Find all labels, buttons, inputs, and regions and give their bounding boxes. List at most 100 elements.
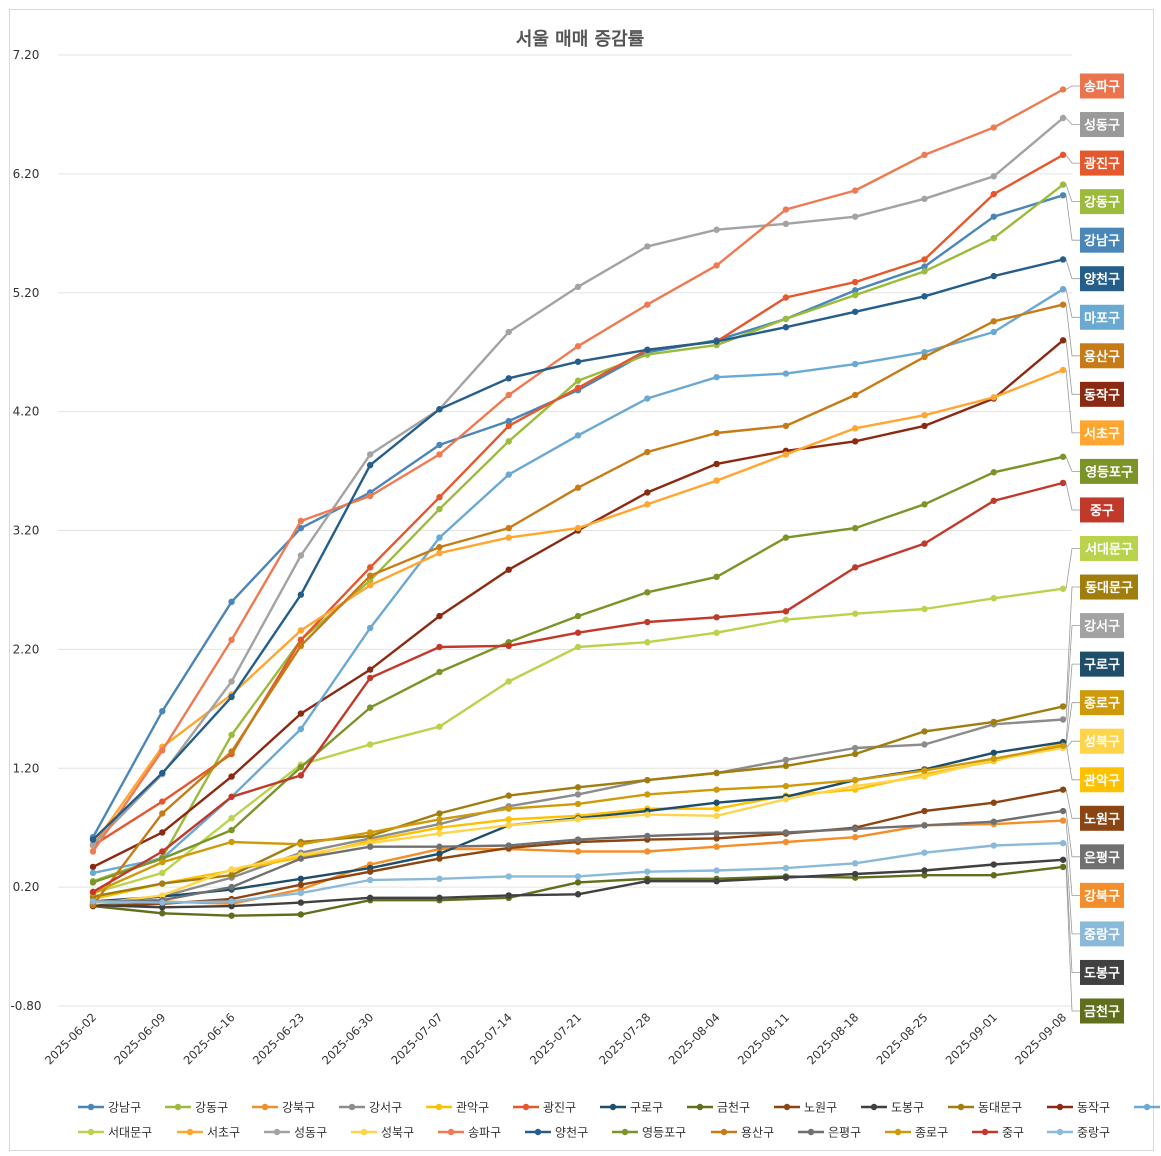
end-label-box xyxy=(1080,536,1138,561)
data-point xyxy=(228,731,235,739)
data-point xyxy=(990,318,997,325)
legend-item-노원구[interactable]: 노원구 xyxy=(774,1101,837,1115)
data-point xyxy=(921,849,928,856)
data-point xyxy=(990,842,997,849)
data-point xyxy=(782,324,790,331)
data-point xyxy=(228,693,235,701)
end-label-text: 구로구 xyxy=(1084,658,1120,673)
data-point xyxy=(436,824,443,831)
legend-item-동대문구[interactable]: 동대문구 xyxy=(948,1101,1022,1115)
legend-item-서초구[interactable]: 서초구 xyxy=(177,1126,240,1140)
data-point xyxy=(159,707,166,715)
legend-item-구로구[interactable]: 구로구 xyxy=(600,1101,663,1115)
end-label-text: 광진구 xyxy=(1084,156,1120,172)
legend-item-동작구[interactable]: 동작구 xyxy=(1047,1101,1110,1115)
data-point xyxy=(851,825,859,833)
end-label-동작구: 동작구 xyxy=(1080,381,1124,407)
data-point xyxy=(990,595,997,602)
legend-item-양천구[interactable]: 양천구 xyxy=(525,1125,588,1140)
legend-label: 금천구 xyxy=(717,1100,750,1115)
data-point xyxy=(851,564,859,571)
data-point xyxy=(851,782,859,790)
data-point xyxy=(921,807,928,815)
legend-item-마포구[interactable]: 마포구 xyxy=(1134,1101,1161,1115)
legend-item-성동구[interactable]: 성동구 xyxy=(264,1126,327,1140)
end-label-box xyxy=(1080,574,1138,600)
legend-item-중구[interactable]: 중구 xyxy=(972,1126,1024,1140)
legend-label: 서초구 xyxy=(207,1126,240,1140)
legend-item-은평구[interactable]: 은평구 xyxy=(798,1126,861,1140)
label-connector xyxy=(1065,184,1080,203)
legend-item-중랑구[interactable]: 중랑구 xyxy=(1047,1126,1110,1140)
legend-item-관악구[interactable]: 관악구 xyxy=(426,1101,489,1115)
data-point xyxy=(851,291,859,299)
end-label-text: 양천구 xyxy=(1084,273,1120,288)
end-label-종로구: 종로구 xyxy=(1080,690,1124,716)
data-point xyxy=(228,748,235,755)
legend-item-강서구[interactable]: 강서구 xyxy=(339,1101,402,1115)
data-point xyxy=(89,879,97,886)
end-label-text: 마포구 xyxy=(1084,310,1120,326)
data-point xyxy=(1059,863,1067,871)
end-label-광진구: 광진구 xyxy=(1080,150,1124,176)
legend-label: 성동구 xyxy=(294,1126,327,1140)
data-point xyxy=(921,605,928,613)
end-label-강동구: 강동구 xyxy=(1080,189,1124,215)
end-label-은평구: 은평구 xyxy=(1080,844,1124,870)
legend-swatch-marker xyxy=(807,1128,815,1136)
data-point xyxy=(1059,856,1067,863)
data-point xyxy=(782,838,790,846)
legend-label: 도봉구 xyxy=(891,1101,924,1115)
data-point xyxy=(436,441,443,449)
legend-item-용산구[interactable]: 용산구 xyxy=(711,1126,774,1140)
legend-item-영등포구[interactable]: 영등포구 xyxy=(612,1126,686,1140)
end-label-중랑구: 중랑구 xyxy=(1080,921,1124,947)
data-point xyxy=(921,422,928,430)
label-connector xyxy=(1065,843,1080,935)
data-point xyxy=(782,422,790,430)
end-label-관악구: 관악구 xyxy=(1080,767,1124,793)
data-point xyxy=(1059,285,1067,293)
legend-item-도봉구[interactable]: 도봉구 xyxy=(861,1101,924,1115)
data-point xyxy=(159,904,166,911)
data-point xyxy=(644,776,651,784)
data-point xyxy=(851,278,859,286)
legend-label: 서대문구 xyxy=(108,1126,152,1140)
end-label-text: 강서구 xyxy=(1084,619,1120,635)
legend-item-광진구[interactable]: 광진구 xyxy=(513,1101,576,1115)
legend-item-강북구[interactable]: 강북구 xyxy=(252,1101,315,1115)
y-tick-label: 6.20 xyxy=(13,167,40,181)
legend-item-서대문구[interactable]: 서대문구 xyxy=(78,1126,152,1140)
legend-item-금천구[interactable]: 금천구 xyxy=(687,1100,750,1115)
legend-label: 양천구 xyxy=(555,1125,588,1140)
data-point xyxy=(990,124,997,131)
legend-item-성북구[interactable]: 성북구 xyxy=(351,1126,414,1140)
legend-swatch-marker xyxy=(534,1128,542,1136)
end-label-강남구: 강남구 xyxy=(1080,227,1124,253)
legend-label: 중구 xyxy=(1002,1126,1024,1140)
label-connector xyxy=(1065,289,1080,318)
data-point xyxy=(713,460,720,468)
data-point xyxy=(159,899,166,906)
data-point xyxy=(713,477,720,484)
end-label-text: 영등포구 xyxy=(1085,465,1133,480)
end-label-text: 노원구 xyxy=(1084,812,1120,827)
data-point xyxy=(713,573,720,581)
series-line xyxy=(92,117,1064,846)
data-point xyxy=(921,540,928,547)
x-tick-label: 2025-06-23 xyxy=(250,1010,307,1067)
legend-item-종로구[interactable]: 종로구 xyxy=(885,1126,948,1140)
data-point xyxy=(921,263,928,270)
legend-swatch-marker xyxy=(696,1103,704,1111)
legend-item-강남구[interactable]: 강남구 xyxy=(78,1101,141,1115)
data-point xyxy=(713,262,720,269)
legend-item-강동구[interactable]: 강동구 xyxy=(165,1101,228,1115)
legend-label: 중랑구 xyxy=(1077,1126,1110,1140)
data-point xyxy=(921,728,928,735)
data-point xyxy=(782,762,790,770)
legend-label: 종로구 xyxy=(915,1126,948,1140)
legend-item-송파구[interactable]: 송파구 xyxy=(438,1126,501,1140)
legend-swatch-marker xyxy=(87,1128,95,1136)
end-label-text: 강남구 xyxy=(1084,233,1120,249)
